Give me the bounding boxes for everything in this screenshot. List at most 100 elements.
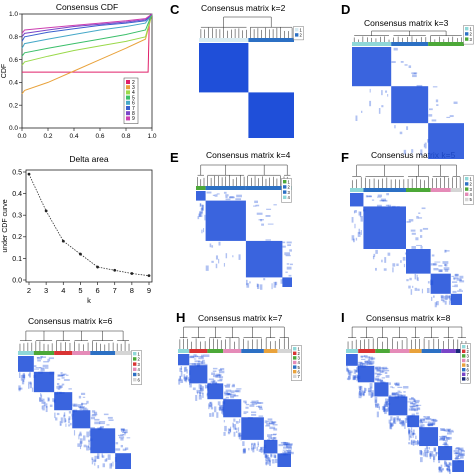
- consensus-speckle: [353, 375, 357, 380]
- cdf-legend-label: 3: [132, 85, 135, 91]
- consensus-block: [406, 249, 431, 274]
- consensus-speckle: [357, 232, 361, 237]
- consensus-speckle: [115, 442, 119, 445]
- consensus-speckle: [179, 367, 182, 372]
- consensus-speckle: [57, 374, 64, 377]
- consensus-speckle: [391, 392, 398, 396]
- consensus-speckle: [282, 241, 286, 244]
- consensus-speckle: [394, 382, 398, 385]
- consensus-speckle: [54, 412, 56, 419]
- consensus-speckle: [93, 411, 98, 415]
- consensus-speckle: [381, 406, 385, 411]
- consensus-speckle: [236, 388, 242, 390]
- matrix-legend-box: [460, 343, 471, 384]
- consensus-speckle: [436, 104, 439, 106]
- consensus-speckle: [199, 210, 201, 217]
- matrix-legend-swatch: [465, 37, 469, 41]
- consensus-speckle: [269, 422, 273, 424]
- consensus-speckle: [227, 393, 232, 396]
- cluster-color-bar-segment: [421, 349, 442, 353]
- consensus-speckle: [445, 428, 452, 430]
- consensus-speckle: [256, 400, 259, 403]
- panel-label-c: C: [170, 2, 180, 17]
- consensus-speckle: [264, 453, 267, 459]
- cluster-color-bar-segment: [248, 38, 294, 42]
- consensus-speckle: [284, 252, 291, 256]
- consensus-speckle: [255, 405, 260, 407]
- consensus-speckle: [446, 116, 451, 119]
- consensus-speckle: [122, 448, 127, 451]
- consensus-speckle: [378, 406, 380, 410]
- consensus-speckle: [433, 419, 437, 422]
- consensus-speckle: [402, 421, 405, 426]
- panel-label-h: H: [176, 310, 186, 325]
- consensus-speckle: [444, 439, 448, 442]
- consensus-speckle: [402, 256, 406, 261]
- cdf-y-tick-label: 1.0: [9, 11, 18, 18]
- consensus-speckle: [375, 366, 381, 369]
- consensus-speckle: [397, 390, 401, 392]
- consensus-speckle: [412, 74, 417, 78]
- consensus-speckle: [444, 460, 447, 465]
- consensus-speckle: [56, 385, 62, 389]
- consensus-speckle: [229, 393, 236, 397]
- consensus-speckle: [380, 198, 387, 202]
- consensus-speckle: [364, 388, 367, 392]
- consensus-speckle: [400, 420, 403, 424]
- consensus-speckle: [28, 381, 31, 385]
- consensus-speckle: [74, 403, 78, 406]
- consensus-speckle: [194, 360, 200, 363]
- panel-b-delta-area: Delta area 2 3 4 5 6 7 8 9 0.0 0.1 0.2 0.3 0.4 0.5 k und…: [0, 150, 160, 305]
- consensus-speckle: [237, 432, 241, 438]
- consensus-speckle: [439, 438, 446, 441]
- consensus-speckle: [443, 295, 447, 300]
- consensus-speckle: [435, 452, 438, 457]
- consensus-speckle: [65, 423, 67, 427]
- consensus-speckle: [112, 461, 114, 467]
- consensus-speckle: [447, 463, 450, 468]
- cdf-y-tick-label: 0.6: [9, 57, 18, 64]
- consensus-speckle: [99, 422, 105, 425]
- matrix-legend-label: 2: [298, 351, 301, 356]
- consensus-speckle: [354, 223, 356, 229]
- consensus-speckle: [68, 411, 72, 414]
- consensus-speckle: [414, 440, 418, 445]
- consensus-speckle: [80, 402, 84, 405]
- matrix-legend-label: 2: [470, 32, 473, 37]
- consensus-speckle: [356, 367, 360, 373]
- consensus-speckle: [243, 413, 247, 415]
- matrix-legend-swatch: [293, 356, 297, 360]
- consensus-speckle: [39, 397, 42, 403]
- consensus-speckle: [397, 386, 403, 388]
- consensus-speckle: [387, 398, 390, 403]
- cluster-color-bar-segment: [406, 188, 431, 192]
- cdf-series-line-9: [21, 13, 153, 34]
- consensus-speckle: [460, 449, 464, 451]
- consensus-speckle: [386, 407, 390, 412]
- consensus-speckle: [390, 422, 394, 427]
- cluster-color-bar-segment: [428, 42, 464, 46]
- consensus-speckle: [393, 47, 398, 51]
- matrix-legend-label: 6: [467, 367, 470, 372]
- consensus-speckle: [117, 434, 123, 436]
- consensus-block: [18, 356, 34, 372]
- consensus-speckle: [440, 294, 444, 298]
- consensus-speckle: [94, 421, 101, 425]
- consensus-speckle: [219, 376, 224, 379]
- consensus-speckle: [367, 358, 370, 362]
- consensus-speckle: [361, 390, 363, 397]
- consensus-speckle: [370, 386, 372, 393]
- consensus-speckle: [422, 418, 426, 421]
- consensus-speckle: [400, 260, 402, 263]
- consensus-speckle: [426, 424, 433, 426]
- consensus-speckle: [78, 395, 82, 399]
- consensus-speckle: [271, 434, 277, 436]
- consensus-speckle: [425, 446, 429, 450]
- matrix-legend-label: 2: [300, 33, 303, 38]
- delta-area-chart: Delta area 2 3 4 5 6 7 8 9 0.0 0.1 0.2 0.3 0.4 0.5 k und…: [2, 154, 153, 305]
- consensus-speckle: [432, 418, 437, 420]
- consensus-speckle: [73, 404, 78, 408]
- consensus-speckle: [286, 450, 291, 453]
- consensus-speckle: [389, 423, 393, 430]
- consensus-speckle: [211, 245, 214, 248]
